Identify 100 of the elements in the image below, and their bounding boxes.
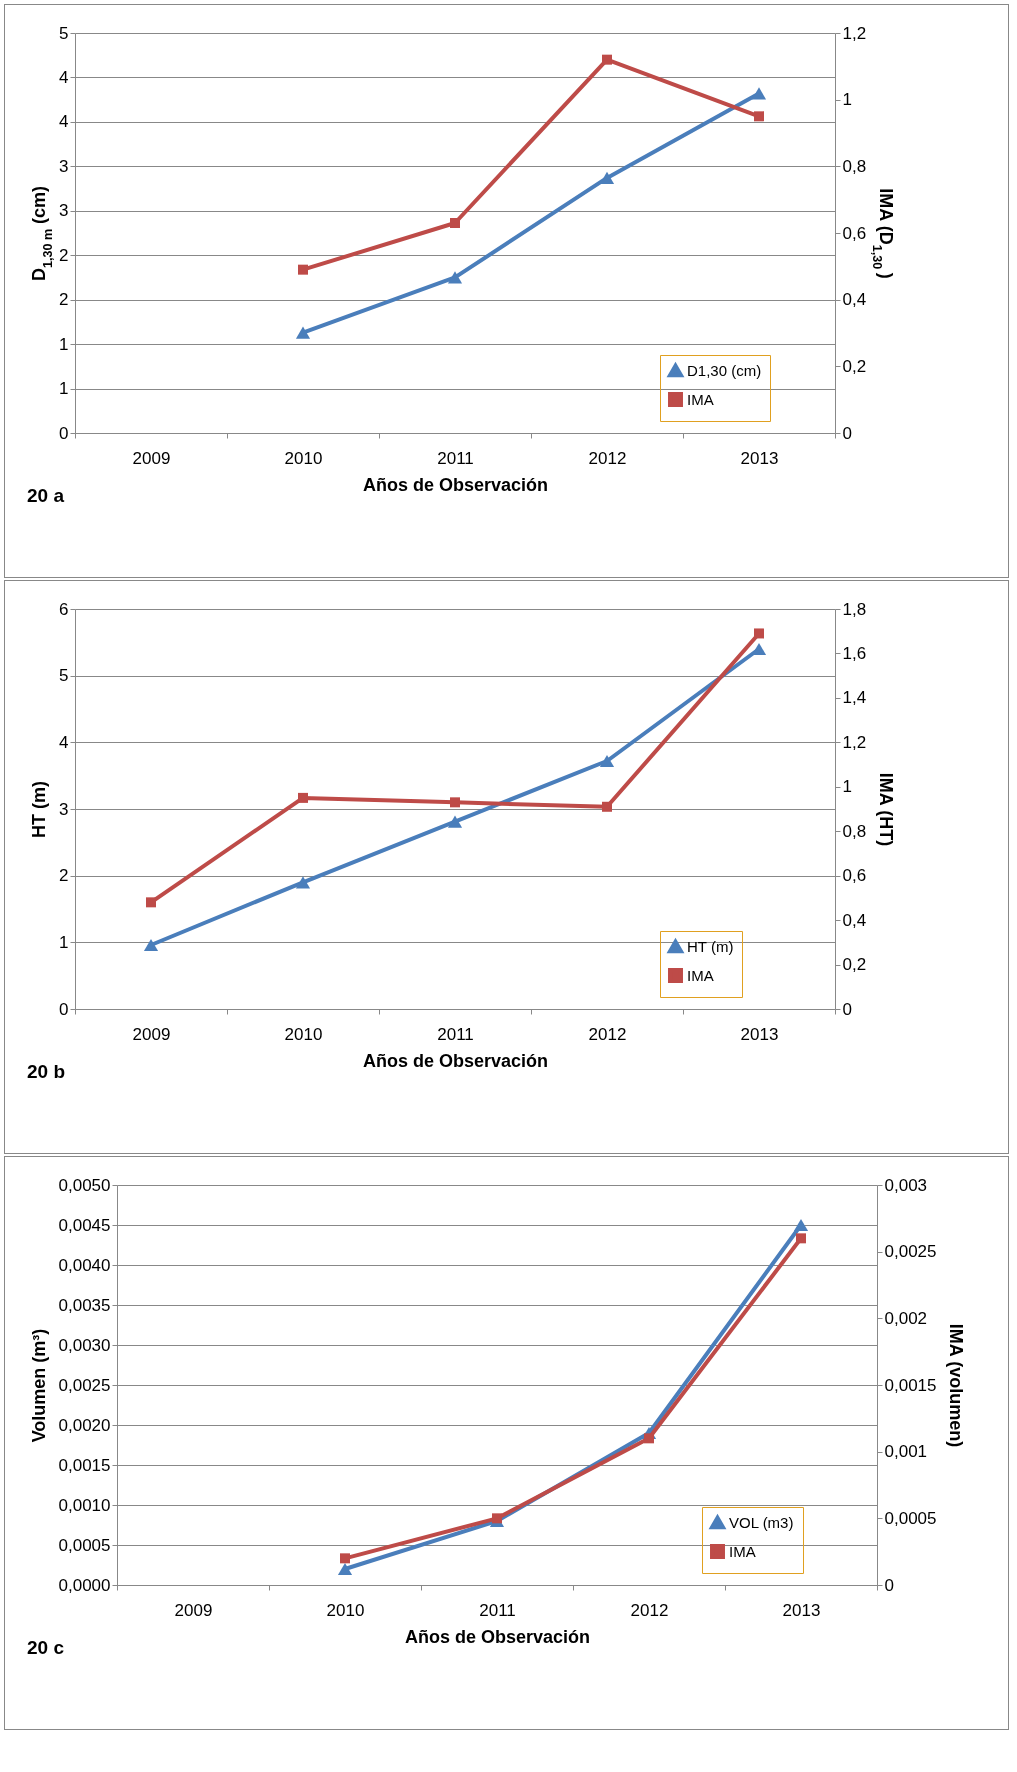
y2-tick-label: 0,8 (842, 156, 867, 176)
point (447, 815, 463, 828)
y-tick-label: 0,0010 (58, 1495, 111, 1515)
point (599, 171, 615, 185)
y-tick-label: 0,0050 (58, 1175, 111, 1195)
y2-tick-label: 0,002 (884, 1308, 928, 1328)
point (754, 111, 764, 122)
legend-label: IMA (687, 966, 714, 984)
y-tick-label: 0,0030 (58, 1335, 111, 1355)
y2-tick-label: 1 (842, 90, 852, 110)
y-tick-label: 0,0020 (58, 1415, 111, 1435)
x-tick-label: 2013 (740, 1024, 779, 1044)
point (295, 326, 311, 339)
x-tick-label: 2013 (740, 448, 779, 468)
x-tick-label: 2009 (174, 1600, 213, 1620)
legend-label: VOL (m3) (729, 1513, 794, 1531)
y-axis-title: HT (m) (29, 781, 50, 838)
y-tick-label: 5 (59, 666, 69, 686)
point (450, 797, 460, 808)
point (754, 628, 764, 639)
point (644, 1433, 654, 1444)
text: 20 c (27, 1637, 64, 1659)
point (793, 1218, 809, 1232)
point (298, 264, 308, 275)
x-tick-label: 2009 (132, 1024, 171, 1044)
point (602, 801, 612, 812)
y2-tick-label: 0,8 (842, 821, 867, 841)
x-axis-title: Años de Observación (362, 1050, 549, 1071)
point (492, 1513, 502, 1524)
y-tick-label: 0 (59, 423, 69, 443)
y-tick-label: 4 (59, 67, 69, 87)
y-tick-label: 0,0035 (58, 1295, 111, 1315)
y2-tick-label: 0 (842, 999, 852, 1019)
y-tick-label: 0,0040 (58, 1255, 111, 1275)
x-tick-label: 2009 (132, 448, 171, 468)
x-tick-label: 2013 (782, 1600, 821, 1620)
x-tick-label: 2012 (630, 1600, 669, 1620)
point (146, 897, 156, 908)
y2-tick-label: 0,0015 (884, 1375, 937, 1395)
y2-tick-label: 0,0005 (884, 1508, 937, 1528)
y2-tick-label: 0,6 (842, 866, 867, 886)
x-tick-label: 2010 (326, 1600, 365, 1620)
x-tick-label: 2011 (437, 1024, 474, 1044)
y2-tick-label: 0,4 (842, 290, 867, 310)
point (602, 54, 612, 65)
y2-tick-label: 0,2 (842, 356, 867, 376)
y-tick-label: 1 (59, 379, 69, 399)
y2-tick-label: 0,0025 (884, 1242, 937, 1262)
y-tick-label: 1 (59, 932, 69, 952)
point (599, 754, 615, 768)
x-tick-label: 2010 (284, 448, 323, 468)
point (447, 271, 463, 284)
y2-tick-label: 1,2 (842, 732, 867, 752)
y2-tick-label: 1,2 (842, 23, 867, 43)
y-tick-label: 6 (59, 599, 69, 619)
x-tick-label: 2010 (284, 1024, 323, 1044)
y-tick-label: 2 (59, 290, 69, 310)
y2-axis-title: IMA (volumen) (946, 1323, 967, 1448)
y2-tick-label: 0,4 (842, 910, 867, 930)
point (337, 1562, 353, 1576)
y2-axis-title: IMA (HT) (876, 772, 897, 847)
y-tick-label: 0,0015 (58, 1455, 111, 1475)
y2-tick-label: 0,6 (842, 223, 867, 243)
x-tick-label: 2011 (437, 448, 474, 468)
x-tick-label: 2011 (479, 1600, 516, 1620)
y2-tick-label: 0,001 (884, 1442, 928, 1462)
text: 20 a (27, 485, 64, 507)
y-tick-label: 2 (59, 866, 69, 886)
legend-label: IMA (729, 1542, 756, 1560)
point (450, 218, 460, 228)
legend-label: IMA (687, 390, 714, 408)
y-tick-label: 1 (59, 334, 69, 354)
y-tick-label: 0,0000 (58, 1575, 111, 1595)
y-tick-label: 2 (59, 245, 69, 265)
text: 20 b (27, 1061, 66, 1083)
legend-label: HT (m) (687, 937, 734, 955)
point (143, 938, 159, 952)
point (751, 87, 767, 100)
y2-tick-label: 1,6 (842, 643, 867, 663)
point (295, 876, 311, 889)
y-tick-label: 3 (59, 799, 69, 819)
y-tick-label: 0,0005 (58, 1535, 111, 1555)
y-tick-label: 0,0025 (58, 1375, 111, 1395)
y-tick-label: 3 (59, 201, 69, 221)
y-axis-title: Volumen (m³) (28, 1328, 49, 1443)
y2-tick-label: 0 (884, 1575, 894, 1595)
y-tick-label: 4 (59, 732, 69, 752)
x-tick-label: 2012 (588, 448, 627, 468)
y-tick-label: 5 (59, 23, 69, 43)
y-tick-label: 4 (59, 112, 69, 132)
y-tick-label: 0 (59, 999, 69, 1019)
y2-tick-label: 1,4 (842, 688, 867, 708)
y2-tick-label: 1 (842, 777, 852, 797)
legend-label: D1,30 (cm) (687, 361, 762, 379)
y2-tick-label: 0 (842, 423, 852, 443)
y2-tick-label: 0,003 (884, 1175, 928, 1195)
y2-tick-label: 1,8 (842, 599, 867, 619)
point (796, 1233, 806, 1244)
y-tick-label: 3 (59, 156, 69, 176)
x-axis-title: Años de Observación (362, 474, 549, 495)
